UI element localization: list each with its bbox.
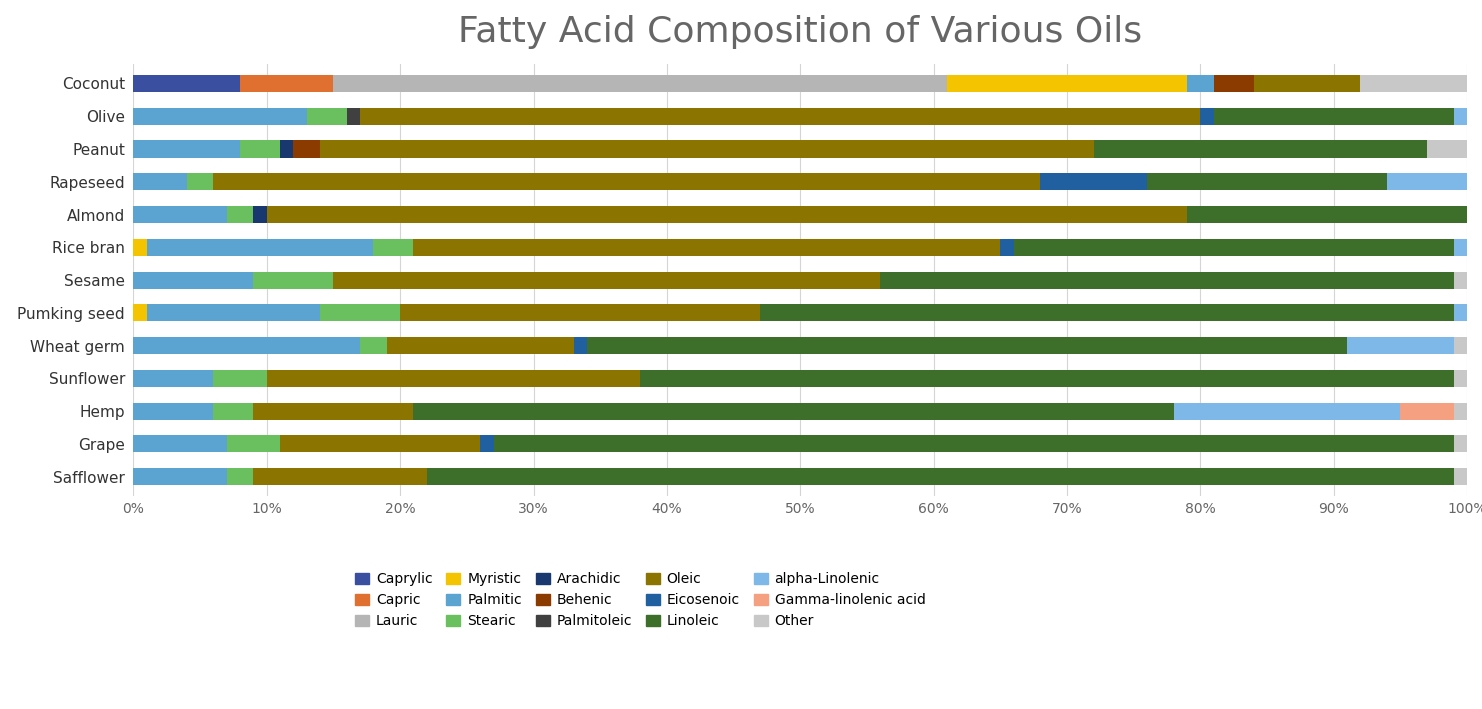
Bar: [413, 239, 1000, 256]
Bar: [360, 108, 1200, 125]
Bar: [267, 206, 1187, 223]
Bar: [133, 337, 360, 354]
Bar: [227, 435, 280, 452]
Bar: [1174, 403, 1400, 420]
Bar: [1347, 337, 1454, 354]
Bar: [1147, 173, 1387, 190]
Bar: [1454, 304, 1467, 321]
Bar: [1014, 239, 1454, 256]
Bar: [307, 108, 347, 125]
Bar: [640, 370, 1454, 387]
Bar: [133, 108, 307, 125]
Bar: [413, 403, 1174, 420]
Bar: [880, 272, 1454, 289]
Bar: [253, 403, 413, 420]
Bar: [1400, 403, 1454, 420]
Bar: [240, 75, 333, 92]
Bar: [133, 239, 147, 256]
Bar: [133, 140, 240, 157]
Bar: [760, 304, 1454, 321]
Bar: [360, 337, 387, 354]
Bar: [1454, 403, 1467, 420]
Bar: [1454, 468, 1467, 485]
Bar: [1254, 75, 1360, 92]
Bar: [133, 403, 213, 420]
Bar: [133, 370, 213, 387]
Bar: [947, 75, 1187, 92]
Bar: [1360, 75, 1467, 92]
Bar: [133, 435, 227, 452]
Bar: [373, 239, 413, 256]
Bar: [1200, 108, 1214, 125]
Bar: [1387, 173, 1482, 190]
Bar: [480, 435, 494, 452]
Bar: [1094, 140, 1427, 157]
Bar: [253, 272, 333, 289]
Bar: [240, 140, 280, 157]
Bar: [133, 468, 227, 485]
Bar: [253, 468, 427, 485]
Bar: [333, 75, 947, 92]
Bar: [133, 272, 253, 289]
Bar: [293, 140, 320, 157]
Bar: [387, 337, 574, 354]
Bar: [400, 304, 760, 321]
Bar: [133, 206, 227, 223]
Bar: [1214, 75, 1254, 92]
Bar: [253, 206, 267, 223]
Bar: [147, 239, 373, 256]
Bar: [1454, 108, 1467, 125]
Bar: [1187, 75, 1214, 92]
Title: Fatty Acid Composition of Various Oils: Fatty Acid Composition of Various Oils: [458, 15, 1143, 49]
Bar: [347, 108, 360, 125]
Bar: [1187, 206, 1467, 223]
Bar: [1454, 337, 1467, 354]
Bar: [227, 206, 253, 223]
Bar: [133, 173, 187, 190]
Bar: [213, 370, 267, 387]
Bar: [213, 403, 253, 420]
Bar: [1454, 239, 1467, 256]
Bar: [267, 370, 640, 387]
Bar: [1040, 173, 1147, 190]
Bar: [187, 173, 213, 190]
Bar: [213, 173, 1040, 190]
Bar: [1427, 140, 1467, 157]
Bar: [1454, 435, 1467, 452]
Bar: [1214, 108, 1454, 125]
Bar: [1000, 239, 1014, 256]
Bar: [147, 304, 320, 321]
Bar: [280, 140, 293, 157]
Bar: [574, 337, 587, 354]
Bar: [587, 337, 1347, 354]
Bar: [427, 468, 1454, 485]
Bar: [133, 304, 147, 321]
Bar: [133, 75, 240, 92]
Bar: [333, 272, 880, 289]
Bar: [227, 468, 253, 485]
Bar: [280, 435, 480, 452]
Legend: Caprylic, Capric, Lauric, Myristic, Palmitic, Stearic, Arachidic, Behenic, Palmi: Caprylic, Capric, Lauric, Myristic, Palm…: [356, 572, 925, 628]
Bar: [1454, 272, 1467, 289]
Bar: [494, 435, 1454, 452]
Bar: [320, 304, 400, 321]
Bar: [320, 140, 1094, 157]
Bar: [1454, 370, 1467, 387]
